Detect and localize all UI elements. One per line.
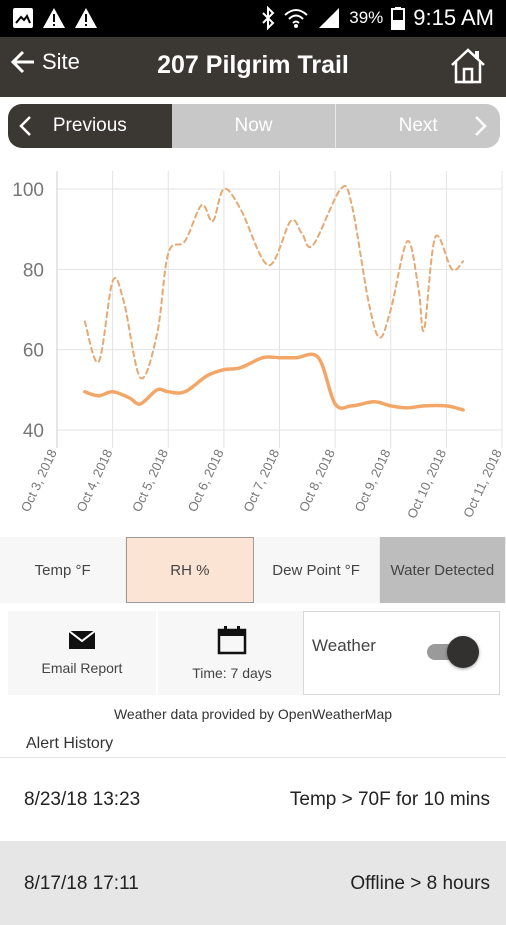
- previous-label: Previous: [52, 115, 127, 136]
- series-line-solid: [83, 352, 465, 412]
- envelope-icon: [68, 630, 96, 649]
- email-report-label: Email Report: [41, 660, 123, 676]
- weather-toggle-card: Weather: [303, 611, 500, 695]
- now-button[interactable]: Now: [172, 104, 337, 148]
- alert-date: 8/17/18 17:11: [24, 873, 139, 894]
- y-tick-label: 60: [23, 341, 44, 362]
- alert-row[interactable]: 8/17/18 17:11 Offline > 8 hours: [0, 841, 506, 925]
- tab-rh[interactable]: RH %: [126, 537, 254, 603]
- y-tick-label: 100: [12, 180, 44, 201]
- status-bar: 39% 9:15 AM: [0, 0, 506, 37]
- warning-icon: [43, 8, 65, 28]
- toggle-knob: [447, 636, 479, 668]
- rh-chart: 40 60 80 100 Oct 3, 2018 Oct 4, 2018 Oct 5, 20…: [12, 171, 505, 521]
- x-tick-label: Oct 7, 2018: [240, 447, 282, 514]
- alert-history-title: Alert History: [26, 735, 114, 752]
- next-label: Next: [398, 115, 438, 136]
- action-tiles: Email Report Time: 7 days: [8, 611, 500, 695]
- app-bar: Site 207 Pilgrim Trail: [0, 37, 506, 97]
- weather-label: Weather: [312, 636, 376, 655]
- alert-message: Offline > 8 hours: [350, 873, 490, 894]
- home-icon[interactable]: [450, 47, 486, 85]
- x-tick-label: Oct 8, 2018: [296, 447, 338, 514]
- back-label: Site: [42, 49, 80, 74]
- bluetooth-icon: [262, 6, 275, 30]
- tab-water-detected[interactable]: Water Detected: [379, 537, 506, 603]
- x-tick-label: Oct 4, 2018: [73, 447, 115, 514]
- metric-tabs: Temp °F RH % Dew Point °F Water Detected: [0, 537, 506, 603]
- next-button[interactable]: Next: [336, 104, 500, 148]
- previous-button[interactable]: Previous: [8, 104, 172, 148]
- clock: 9:15 AM: [413, 5, 494, 30]
- y-tick-label: 40: [23, 421, 44, 442]
- weather-provider-note: Weather data provided by OpenWeatherMap: [113, 706, 393, 722]
- x-tick-label: Oct 9, 2018: [351, 447, 393, 514]
- tab-dew-point[interactable]: Dew Point °F: [253, 537, 380, 603]
- warning-icon: [75, 8, 97, 28]
- email-report-button[interactable]: Email Report: [8, 611, 156, 695]
- battery-icon: [391, 7, 406, 30]
- time-range-button[interactable]: Time: 7 days: [158, 611, 306, 695]
- alert-message: Temp > 70F for 10 mins: [289, 789, 490, 810]
- now-label: Now: [234, 115, 273, 136]
- alert-row[interactable]: 8/23/18 13:23 Temp > 70F for 10 mins: [0, 757, 506, 841]
- x-tick-label: Oct 3, 2018: [18, 447, 60, 514]
- y-tick-label: 80: [23, 260, 44, 281]
- weather-toggle[interactable]: [427, 636, 479, 668]
- battery-percent: 39%: [349, 8, 384, 27]
- page-title: 207 Pilgrim Trail: [157, 51, 349, 79]
- signal-icon: [319, 8, 340, 28]
- x-tick-label: Oct 5, 2018: [129, 447, 171, 514]
- wifi-icon: [284, 9, 308, 28]
- x-tick-label: Oct 6, 2018: [185, 447, 227, 514]
- chevron-right-icon: [475, 116, 487, 136]
- time-range-label: Time: 7 days: [192, 665, 272, 681]
- arrow-left-icon: [10, 50, 34, 74]
- alert-date: 8/23/18 13:23: [24, 789, 141, 810]
- image-icon: [13, 8, 33, 28]
- series-line-dashed: [83, 185, 465, 380]
- x-tick-label: Oct 11, 2018: [460, 447, 505, 520]
- chevron-left-icon: [19, 116, 31, 136]
- tab-temp[interactable]: Temp °F: [0, 537, 127, 603]
- back-button[interactable]: Site: [10, 49, 80, 75]
- period-nav: Previous Now Next: [8, 104, 500, 148]
- x-tick-label: Oct 10, 2018: [404, 447, 449, 521]
- calendar-icon: [217, 626, 247, 655]
